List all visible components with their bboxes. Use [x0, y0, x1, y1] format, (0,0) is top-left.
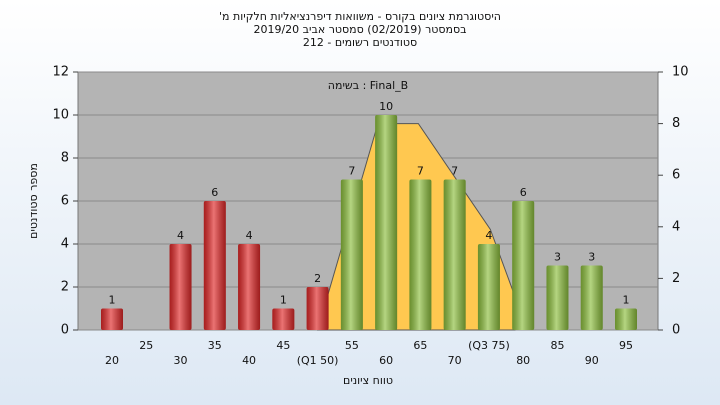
data-label: 1 — [280, 294, 287, 307]
bar-shade — [340, 179, 363, 330]
bar-shade — [375, 115, 398, 330]
y-tick-label: 8 — [61, 151, 69, 166]
data-label: 7 — [348, 165, 355, 178]
y2-tick-label: 8 — [672, 116, 680, 131]
plot-layer: 0246810120246810120202525430306353544040… — [52, 65, 689, 368]
x-tick-label: 55 — [345, 339, 359, 352]
bar-shade — [409, 179, 432, 330]
x-tick-label: 70 — [448, 354, 462, 367]
y-tick-label: 12 — [52, 65, 69, 80]
x-tick-label: 30 — [174, 354, 188, 367]
x-tick-label: 90 — [585, 354, 599, 367]
bar-shade — [169, 244, 192, 330]
y-tick-label: 6 — [61, 194, 69, 209]
data-label: 4 — [246, 229, 253, 242]
data-label: 1 — [109, 294, 116, 307]
x-tick-label: 65 — [413, 339, 427, 352]
bar-shade — [512, 201, 535, 330]
bar-shade — [306, 287, 329, 330]
y2-tick-label: 0 — [672, 323, 680, 338]
annotation: בשימה : Final_B — [328, 79, 408, 92]
bar-shade — [443, 179, 466, 330]
x-tick-label: 45 — [276, 339, 290, 352]
y-tick-label: 0 — [61, 323, 69, 338]
data-label: 10 — [379, 100, 393, 113]
x-tick-label: 60 — [379, 354, 393, 367]
data-label: 6 — [520, 186, 527, 199]
x-tick-label: 25 — [139, 339, 153, 352]
bar-shade — [546, 265, 569, 330]
y2-tick-label: 6 — [672, 168, 680, 183]
data-label: 3 — [588, 251, 595, 264]
x-axis-label: טווח ציונים — [343, 374, 393, 387]
x-tick-label: 95 — [619, 339, 633, 352]
y-tick-label: 2 — [61, 280, 69, 295]
bar-shade — [101, 308, 123, 330]
data-label: 4 — [485, 229, 492, 242]
y2-tick-label: 4 — [672, 219, 680, 234]
y-tick-label: 10 — [52, 108, 69, 123]
y-axis-label: מספר סטודנטים — [27, 163, 40, 239]
bar-shade — [238, 244, 261, 330]
bar-shade — [477, 244, 500, 330]
data-label: 4 — [177, 229, 184, 242]
chart-title: היסטוגרמת ציונים בקורס - משוואות דיפרנצי… — [219, 10, 501, 23]
x-tick-label: 20 — [105, 354, 119, 367]
x-tick-label: 35 — [208, 339, 222, 352]
x-tick-label: 40 — [242, 354, 256, 367]
data-label: 7 — [417, 165, 424, 178]
x-tick-label: (Q1 50) — [297, 354, 339, 367]
x-tick-label: (Q3 75) — [468, 339, 510, 352]
chart-subtitle: בסמסטר (02/2019) סמסטר אביב 2019/20 — [253, 23, 466, 36]
y2-tick-label: 10 — [672, 65, 689, 80]
data-label: 1 — [623, 294, 630, 307]
bar-shade — [272, 308, 295, 330]
y-tick-label: 4 — [61, 237, 69, 252]
bar-shade — [580, 265, 603, 330]
data-label: 2 — [314, 272, 321, 285]
x-tick-label: 85 — [550, 339, 564, 352]
data-label: 7 — [451, 165, 458, 178]
data-label: 6 — [211, 186, 218, 199]
y2-tick-label: 2 — [672, 271, 680, 286]
x-tick-label: 80 — [516, 354, 530, 367]
chart-subtitle: סטודנטים רשומים - 212 — [303, 36, 417, 49]
bar-shade — [203, 201, 226, 330]
data-label: 3 — [554, 251, 561, 264]
bar-shade — [615, 308, 637, 330]
